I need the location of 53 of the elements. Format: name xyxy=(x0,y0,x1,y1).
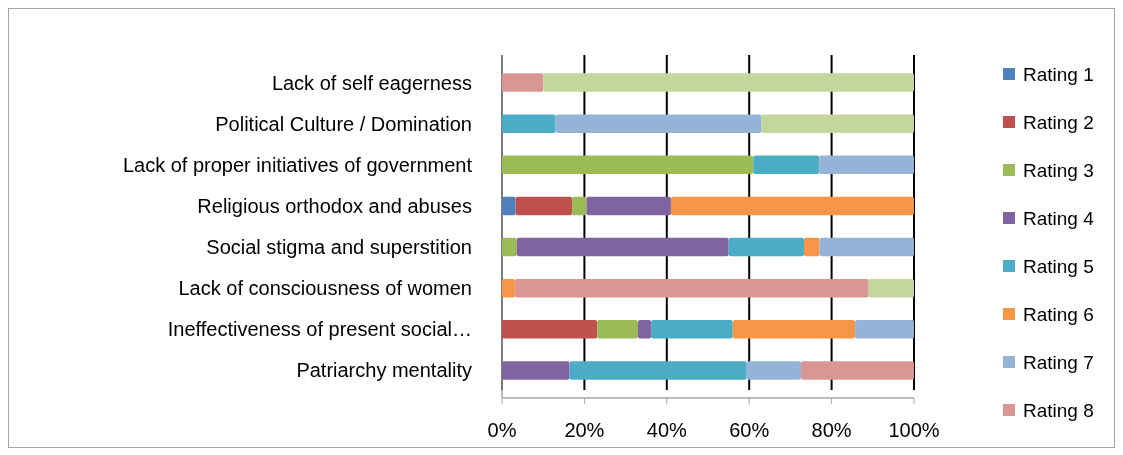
bar xyxy=(819,155,914,175)
y-tick-label: Lack of consciousness of women xyxy=(178,277,472,300)
bar xyxy=(855,320,914,339)
bar xyxy=(516,237,729,257)
bar xyxy=(502,155,754,175)
bar xyxy=(746,361,802,380)
bar xyxy=(502,361,570,380)
y-tick-label: Social stigma and superstition xyxy=(206,236,472,259)
bar xyxy=(728,237,804,257)
bar xyxy=(555,114,762,133)
bar xyxy=(572,196,587,216)
x-tick-label: 0% xyxy=(487,419,517,441)
bar xyxy=(732,320,856,339)
x-tick-label: 20% xyxy=(564,419,605,441)
bar xyxy=(502,237,517,257)
y-tick-label: Ineffectiveness of present social… xyxy=(167,318,472,341)
bar xyxy=(502,114,556,133)
bar xyxy=(502,278,516,298)
bar xyxy=(804,237,820,257)
bar xyxy=(586,196,671,216)
legend-label: Rating 6 xyxy=(1023,304,1094,325)
legend-label: Rating 5 xyxy=(1023,256,1094,277)
legend-label: Rating 7 xyxy=(1023,352,1094,373)
y-tick-label: Lack of proper initiatives of government xyxy=(122,153,473,176)
legend-label: Rating 1 xyxy=(1023,64,1094,85)
bar xyxy=(868,278,914,298)
legend-label: Rating 8 xyxy=(1023,400,1094,421)
x-tick-label: 60% xyxy=(729,419,770,441)
legend-label: Rating 2 xyxy=(1023,112,1094,133)
bar xyxy=(753,155,820,175)
y-tick-label: Religious orthodox and abuses xyxy=(197,194,472,217)
bar xyxy=(502,73,544,92)
bar xyxy=(819,237,914,257)
bar xyxy=(502,196,516,216)
bar xyxy=(597,320,638,339)
x-tick-label: 100% xyxy=(888,419,940,441)
bar xyxy=(569,361,747,380)
y-tick-label: Political Culture / Domination xyxy=(215,112,472,135)
y-tick-label: Patriarchy mentality xyxy=(296,359,472,382)
bar xyxy=(515,196,573,216)
bar xyxy=(515,278,869,298)
bar xyxy=(651,320,733,339)
y-tick-label: Lack of self eagerness xyxy=(271,71,472,94)
bar xyxy=(670,196,914,216)
legend-label: Rating 4 xyxy=(1023,208,1095,229)
bar xyxy=(543,73,914,92)
bar xyxy=(801,361,914,380)
bar xyxy=(637,320,652,339)
bar xyxy=(502,320,598,339)
bar xyxy=(761,114,914,133)
legend-label: Rating 3 xyxy=(1023,160,1094,181)
x-tick-label: 40% xyxy=(646,419,688,441)
x-tick-label: 80% xyxy=(811,419,852,441)
